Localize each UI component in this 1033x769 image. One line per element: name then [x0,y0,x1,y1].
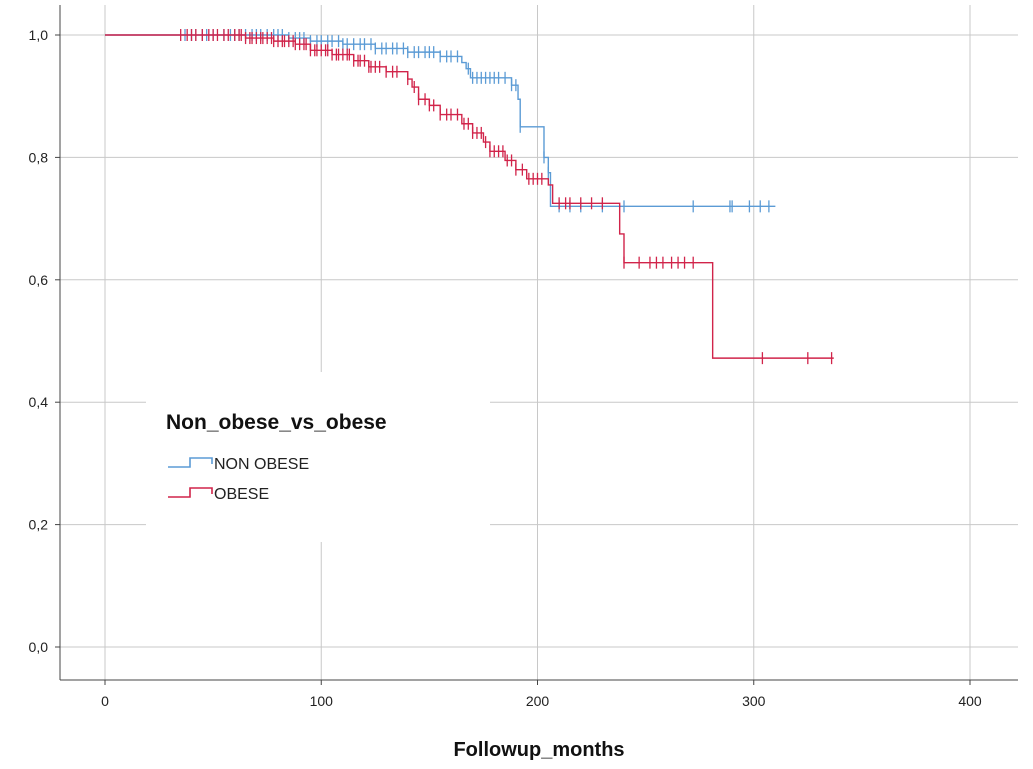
plot-area [105,29,834,365]
y-tick-label: 0,6 [29,272,49,288]
x-tick-label: 300 [742,693,766,709]
legend-swatch-obese [168,487,213,498]
y-tick-label: 0,8 [29,149,49,165]
legend-label-non-obese: NON OBESE [214,456,309,473]
legend-box [146,372,490,542]
legend-items: NON OBESE OBESE [168,456,309,503]
x-tick-label: 400 [958,693,982,709]
x-tick-label: 200 [526,693,550,709]
y-tick-label: 0,4 [29,394,49,410]
x-tick-label: 100 [310,693,334,709]
legend: Non_obese_vs_obese NON OBESE OBESE [146,372,490,542]
x-tick-label: 0 [101,693,109,709]
y-tick-label: 1,0 [29,27,49,43]
legend-title: Non_obese_vs_obese [166,411,387,434]
legend-label-obese: OBESE [214,486,269,503]
legend-swatch-non-obese [168,457,213,468]
y-tick-label: 0,0 [29,639,49,655]
x-axis-title: Followup_months [453,739,624,761]
axes [55,5,1018,685]
tick-labels: 0 100 200 300 400 0,0 0,2 0,4 0,6 0,8 1,0 [29,27,982,709]
y-tick-label: 0,2 [29,517,49,533]
